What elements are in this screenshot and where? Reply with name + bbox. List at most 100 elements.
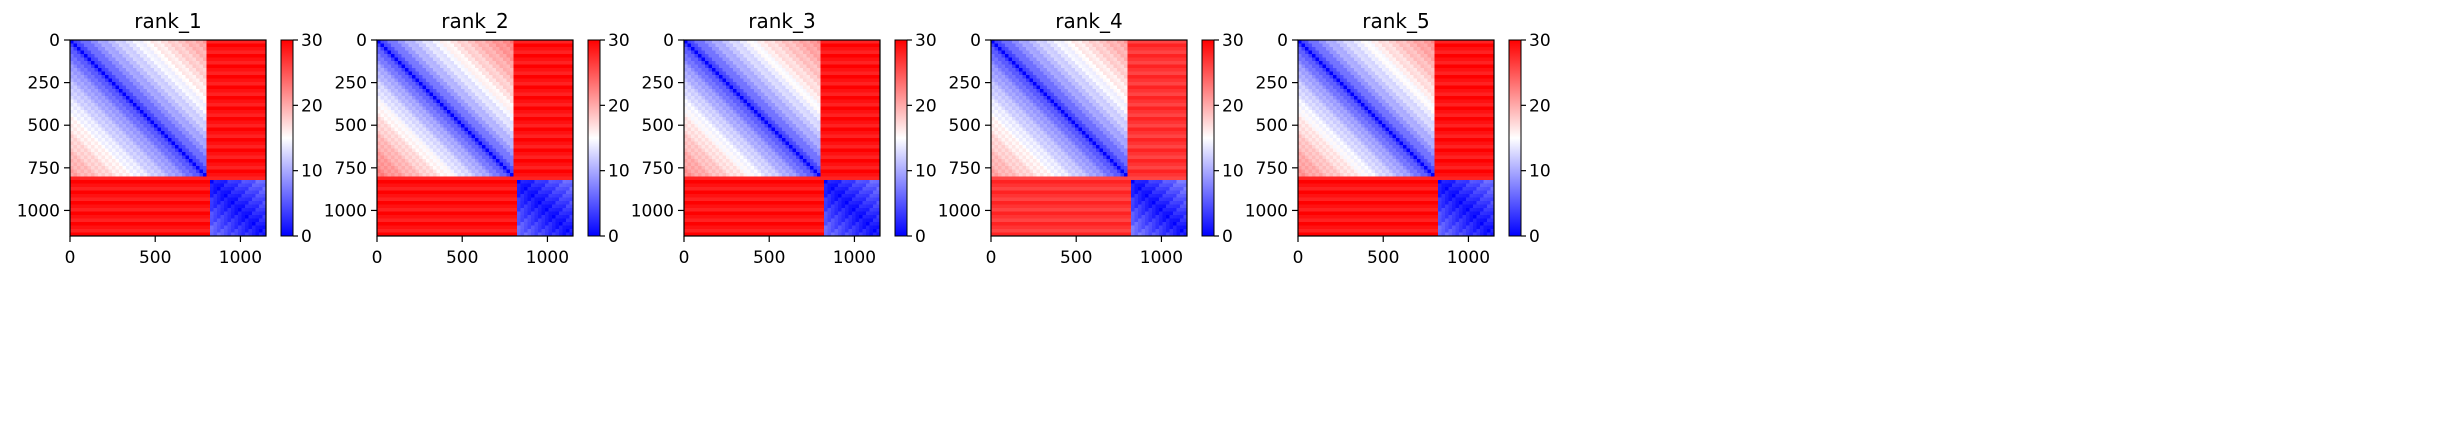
- heatmap-cell: [168, 183, 172, 188]
- heatmap-cell: [492, 110, 497, 114]
- heatmap-cell: [91, 120, 95, 125]
- heatmap-cell: [454, 148, 458, 153]
- heatmap-cell: [119, 229, 123, 233]
- heatmap-cell: [241, 138, 246, 142]
- heatmap-cell: [227, 159, 232, 163]
- heatmap-cell: [192, 64, 197, 69]
- heatmap-cell: [136, 201, 141, 205]
- heatmap-cell: [387, 131, 392, 135]
- heatmap-cell: [220, 218, 225, 223]
- heatmap-cell: [492, 145, 497, 149]
- heatmap-cell: [101, 176, 106, 181]
- heatmap-cell: [185, 68, 190, 72]
- heatmap-cell: [199, 43, 204, 48]
- heatmap-cell: [143, 89, 148, 93]
- heatmap-cell: [482, 68, 486, 72]
- heatmap-cell: [489, 82, 493, 86]
- heatmap-cell: [220, 197, 225, 202]
- heatmap-cell: [210, 180, 214, 184]
- heatmap-cell: [482, 50, 486, 55]
- heatmap-cell: [545, 85, 549, 90]
- heatmap-cell: [241, 194, 246, 198]
- heatmap-cell: [84, 43, 88, 48]
- heatmap-cell: [259, 40, 263, 44]
- heatmap-cell: [129, 117, 134, 121]
- heatmap-cell: [108, 78, 113, 83]
- heatmap-cell: [108, 138, 113, 142]
- heatmap-cell: [140, 155, 144, 160]
- heatmap-cell: [182, 148, 186, 153]
- heatmap-cell: [457, 145, 462, 149]
- heatmap-cell: [164, 117, 169, 121]
- heatmap-cell: [196, 197, 200, 202]
- heatmap-cell: [531, 110, 535, 114]
- heatmap-cell: [175, 127, 179, 132]
- heatmap-cell: [80, 176, 85, 181]
- heatmap-cell: [94, 194, 99, 198]
- heatmap-cell: [436, 96, 441, 100]
- heatmap-cell: [248, 159, 253, 163]
- heatmap-cell: [206, 232, 211, 237]
- heatmap-cell: [185, 204, 190, 209]
- heatmap-cell: [105, 148, 109, 153]
- heatmap-cell: [527, 131, 532, 135]
- heatmap-cell: [548, 89, 553, 93]
- heatmap-cell: [555, 75, 560, 79]
- heatmap-cell: [252, 232, 256, 237]
- heatmap-cell: [157, 134, 162, 139]
- heatmap-cell: [478, 85, 483, 90]
- heatmap-cell: [262, 225, 267, 230]
- heatmap-cell: [506, 117, 511, 121]
- heatmap-cell: [101, 68, 106, 72]
- heatmap-cell: [531, 57, 535, 62]
- heatmap-cell: [126, 222, 130, 226]
- heatmap-cell: [231, 99, 235, 104]
- heatmap-cell: [70, 141, 74, 146]
- heatmap-cell: [112, 173, 116, 177]
- heatmap-cell: [485, 138, 490, 142]
- heatmap-cell: [196, 204, 200, 209]
- heatmap-cell: [248, 169, 253, 174]
- heatmap-cell: [105, 71, 109, 76]
- heatmap-cell: [217, 229, 221, 233]
- heatmap-cell: [248, 131, 253, 135]
- heatmap-cell: [150, 232, 155, 237]
- heatmap-cell: [161, 68, 165, 72]
- heatmap-cell: [552, 117, 556, 121]
- heatmap-cell: [506, 75, 511, 79]
- heatmap-cell: [531, 89, 535, 93]
- heatmap-cell: [517, 127, 521, 132]
- heatmap-cell: [433, 92, 437, 97]
- heatmap-cell: [387, 124, 392, 128]
- heatmap-cell: [122, 103, 127, 107]
- heatmap-cell: [457, 75, 462, 79]
- heatmap-cell: [108, 180, 113, 184]
- heatmap-cell: [552, 57, 556, 62]
- heatmap-cell: [471, 40, 476, 44]
- heatmap-cell: [398, 89, 402, 93]
- heatmap-cell: [569, 78, 574, 83]
- heatmap-cell: [154, 68, 158, 72]
- heatmap-cell: [520, 131, 525, 135]
- heatmap-cell: [171, 208, 176, 212]
- heatmap-cell: [136, 47, 141, 51]
- heatmap-cell: [485, 141, 490, 146]
- heatmap-cell: [391, 82, 395, 86]
- heatmap-cell: [527, 85, 532, 90]
- heatmap-cell: [510, 110, 514, 114]
- heatmap-cell: [199, 204, 204, 209]
- heatmap-cell: [436, 99, 441, 104]
- heatmap-cell: [419, 117, 423, 121]
- heatmap-cell: [112, 155, 116, 160]
- heatmap-cell: [224, 47, 228, 51]
- heatmap-cell: [252, 61, 256, 65]
- heatmap-cell: [224, 106, 228, 111]
- heatmap-cell: [450, 68, 455, 72]
- heatmap-cell: [112, 162, 116, 167]
- heatmap-cell: [175, 225, 179, 230]
- heatmap-cell: [115, 229, 120, 233]
- heatmap-cell: [140, 208, 144, 212]
- heatmap-cell: [189, 211, 193, 216]
- heatmap-cell: [555, 120, 560, 125]
- heatmap-cell: [412, 110, 416, 114]
